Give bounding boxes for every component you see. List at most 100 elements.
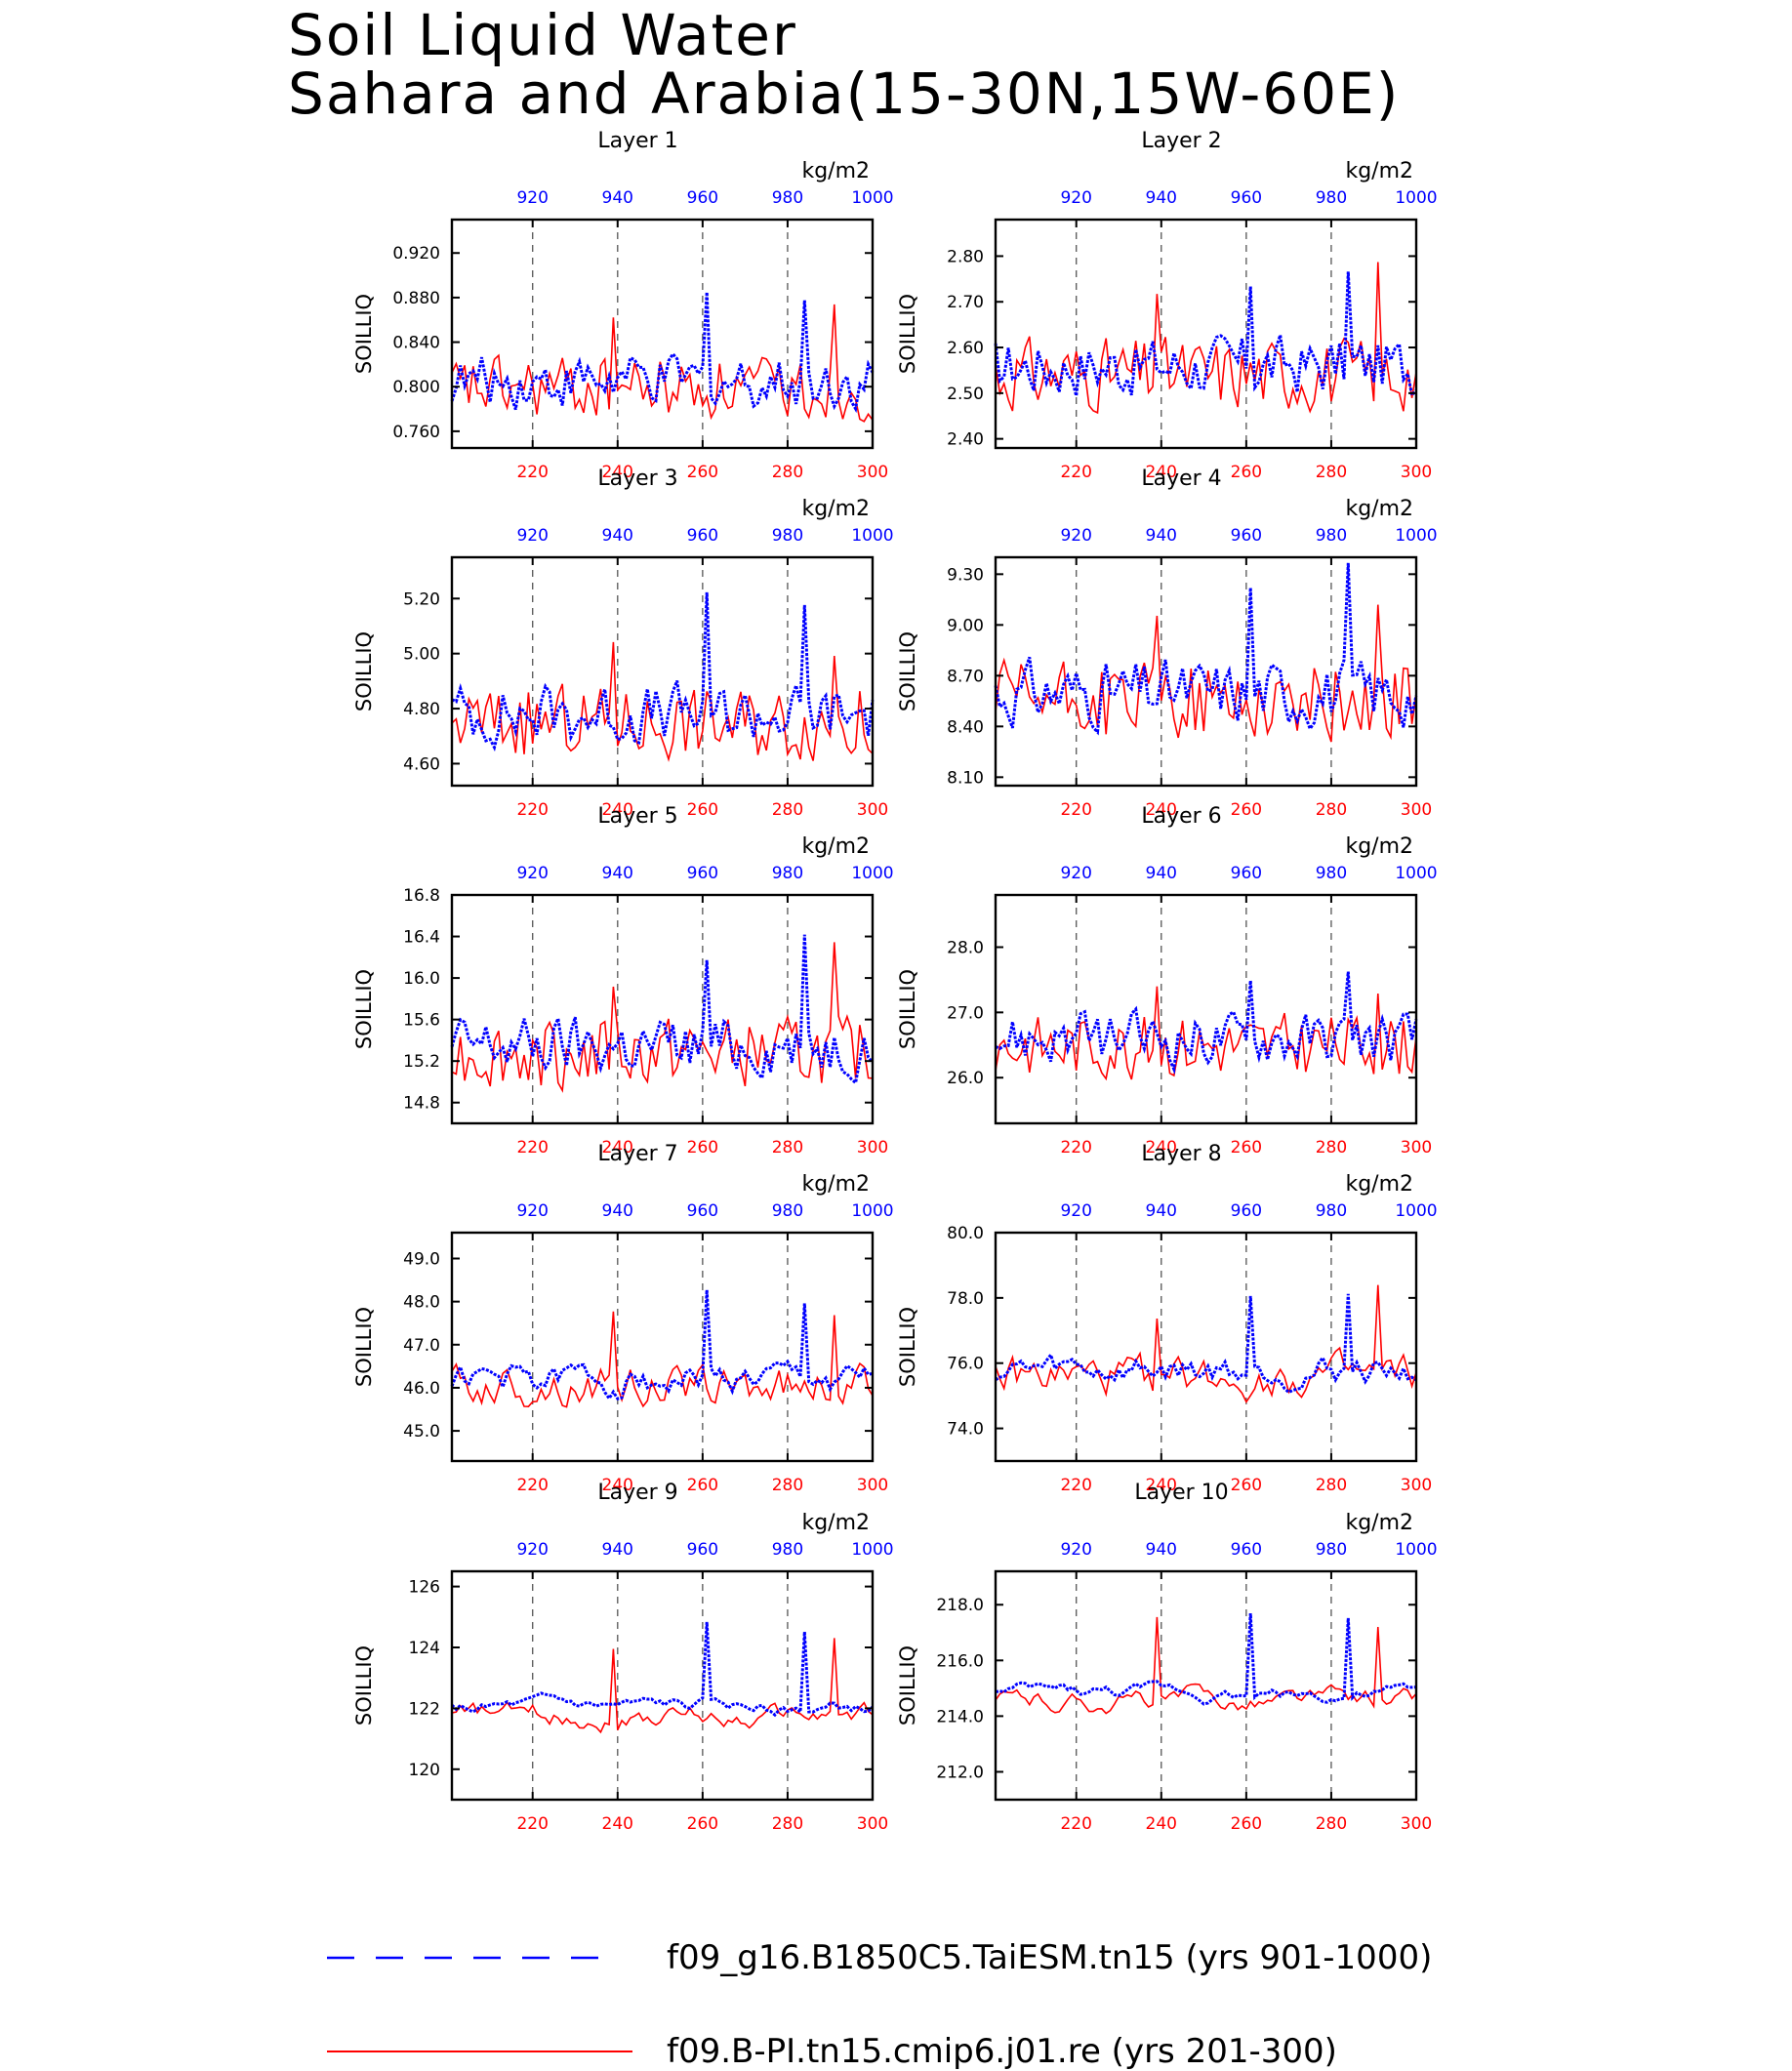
x-tick-label-bottom: 240 [602, 1814, 633, 1834]
x-tick-label-bottom: 280 [772, 1138, 803, 1157]
x-tick-label-top: 960 [687, 188, 718, 208]
panel-title: Layer 5 [597, 804, 677, 829]
x-tick-label-bottom: 220 [516, 1814, 548, 1834]
plot-frame [450, 1569, 875, 1802]
x-tick-label-bottom: 280 [1316, 800, 1347, 820]
panel-title: Layer 6 [1141, 804, 1221, 829]
x-tick-label-top: 980 [1316, 188, 1347, 208]
y-tick-label: 218.0 [936, 1596, 984, 1615]
x-tick-label-bottom: 240 [602, 800, 633, 820]
y-tick-label: 0.880 [392, 289, 440, 308]
units-label: kg/m2 [801, 1172, 870, 1197]
panel-title: Layer 2 [1141, 129, 1221, 153]
panel-9: Layer 9 kg/m2 120 122 124 126 SOILLIQ 220 240 260… [352, 1481, 894, 1834]
x-tick-label-top: 980 [772, 188, 803, 208]
panel-3: Layer 3 kg/m2 4.60 4.80 5.00 5.20 SOILLIQ 220 24… [352, 467, 894, 820]
x-tick-label-top: 1000 [1395, 188, 1437, 208]
x-tick-label-bottom: 300 [1401, 463, 1432, 482]
panel-5: Layer 5 kg/m2 14.8 15.2 15.6 16.0 16.4 16.8 SOIL… [352, 804, 894, 1157]
series-red-line [995, 604, 1417, 743]
series-red-line [451, 942, 874, 1093]
x-tick-label-top: 940 [602, 526, 633, 546]
x-tick-label-top: 960 [1231, 864, 1262, 883]
x-tick-label-top: 980 [772, 1201, 803, 1221]
y-tick-label: 9.00 [947, 616, 984, 635]
y-tick-label: 8.10 [947, 768, 984, 788]
x-tick-label-top: 960 [687, 1201, 718, 1221]
series-red-line [451, 1638, 874, 1734]
y-tick-label: 2.50 [947, 385, 984, 404]
x-tick-label-top: 920 [1060, 188, 1091, 208]
x-tick-label-bottom: 280 [772, 463, 803, 482]
x-tick-label-bottom: 260 [1231, 1138, 1262, 1157]
y-tick-label: 2.40 [947, 430, 984, 450]
x-tick-label-top: 940 [1146, 864, 1177, 883]
x-tick-label-top: 920 [516, 1201, 548, 1221]
y-axis-label: SOILLIQ [896, 631, 919, 711]
y-tick-label: 26.0 [947, 1069, 984, 1088]
panel-10: Layer 10 kg/m2 212.0 214.0 216.0 218.0 SOILLIQ… [896, 1481, 1438, 1834]
x-tick-label-top: 940 [602, 864, 633, 883]
series-blue-line [995, 1613, 1417, 1706]
y-tick-label: 124 [409, 1639, 440, 1658]
y-tick-label: 2.80 [947, 247, 984, 266]
y-tick-label: 0.760 [392, 423, 440, 442]
series-blue-line [994, 562, 1418, 736]
x-tick-label-bottom: 220 [1060, 1138, 1091, 1157]
y-tick-label: 2.60 [947, 339, 984, 358]
panel-7: Layer 7 kg/m2 45.0 46.0 47.0 48.0 49.0 SOILLIQ 2… [352, 1142, 894, 1495]
units-label: kg/m2 [1345, 497, 1413, 521]
x-tick-label-bottom: 300 [1401, 1476, 1432, 1495]
x-tick-label-bottom: 260 [687, 1138, 718, 1157]
x-tick-label-top: 920 [516, 864, 548, 883]
x-tick-label-top: 1000 [1395, 864, 1437, 883]
y-axis-label: SOILLIQ [352, 969, 376, 1049]
x-tick-label-bottom: 300 [1401, 1138, 1432, 1157]
x-tick-label-top: 1000 [851, 864, 893, 883]
y-tick-label: 49.0 [403, 1249, 440, 1269]
x-tick-label-bottom: 300 [1401, 1814, 1432, 1834]
x-tick-label-top: 940 [602, 1201, 633, 1221]
x-tick-label-top: 940 [1146, 526, 1177, 546]
x-tick-label-bottom: 300 [857, 1476, 888, 1495]
x-tick-label-top: 1000 [1395, 1540, 1437, 1560]
units-label: kg/m2 [801, 1511, 870, 1535]
y-tick-label: 9.30 [947, 565, 984, 585]
y-tick-label: 216.0 [936, 1651, 984, 1671]
x-tick-label-top: 940 [602, 188, 633, 208]
y-axis-label: SOILLIQ [896, 969, 919, 1049]
y-tick-label: 48.0 [403, 1293, 440, 1313]
x-tick-label-bottom: 240 [602, 1476, 633, 1495]
x-tick-label-top: 1000 [851, 1201, 893, 1221]
panel-8: Layer 8 kg/m2 74.0 76.0 78.0 80.0 SOILLIQ 220 24… [896, 1142, 1438, 1495]
x-tick-label-top: 960 [687, 864, 718, 883]
y-tick-label: 5.20 [403, 589, 440, 609]
y-axis-label: SOILLIQ [352, 1307, 376, 1387]
x-tick-label-top: 920 [516, 188, 548, 208]
x-tick-label-bottom: 280 [772, 1476, 803, 1495]
y-tick-label: 2.70 [947, 293, 984, 312]
plot-frame [994, 218, 1418, 450]
series-blue-line [451, 591, 875, 752]
x-tick-label-bottom: 240 [1146, 1476, 1177, 1495]
x-tick-label-bottom: 260 [1231, 1476, 1262, 1495]
x-tick-label-top: 980 [772, 864, 803, 883]
panel-6: Layer 6 kg/m2 26.0 27.0 28.0 SOILLIQ 220 240 260… [896, 804, 1438, 1157]
x-tick-label-bottom: 220 [516, 1476, 548, 1495]
x-tick-label-bottom: 260 [687, 463, 718, 482]
y-tick-label: 15.2 [403, 1052, 440, 1072]
y-tick-label: 212.0 [936, 1763, 984, 1782]
x-tick-label-bottom: 220 [516, 463, 548, 482]
x-tick-label-bottom: 300 [857, 800, 888, 820]
x-tick-label-bottom: 240 [1146, 800, 1177, 820]
y-tick-label: 27.0 [947, 1003, 984, 1023]
y-tick-label: 46.0 [403, 1379, 440, 1399]
y-tick-label: 8.40 [947, 717, 984, 737]
panel-title: Layer 3 [597, 467, 677, 491]
x-tick-label-bottom: 260 [687, 1476, 718, 1495]
x-tick-label-top: 1000 [851, 526, 893, 546]
y-tick-label: 15.6 [403, 1011, 440, 1031]
legend-label-blue: f09_g16.B1850C5.TaiESM.tn15 (yrs 901-100… [667, 1938, 1433, 1977]
panel-title: Layer 9 [597, 1481, 677, 1505]
